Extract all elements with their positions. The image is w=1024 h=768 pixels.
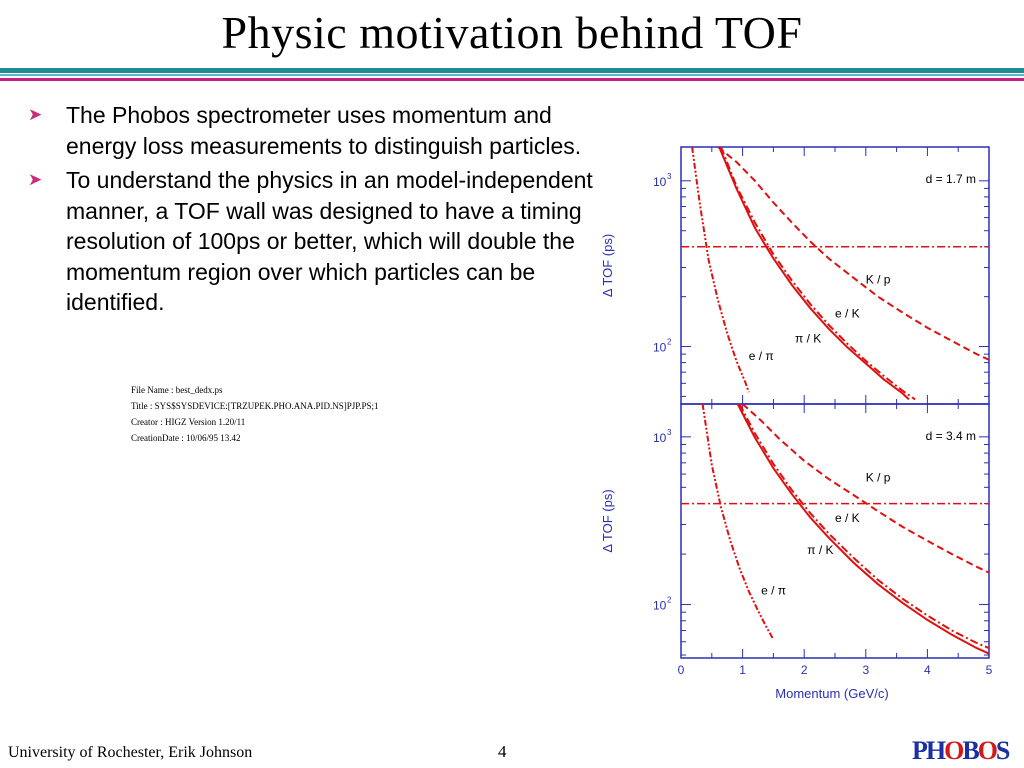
series-line-solid xyxy=(736,404,989,655)
curve-label: K / p xyxy=(866,273,891,287)
ps-file-name: File Name : best_dedx.ps xyxy=(131,385,223,395)
y-tick-exponent: 2 xyxy=(667,596,672,605)
series-line-dash xyxy=(741,404,989,574)
panel-annotation: d = 3.4 m xyxy=(926,429,976,443)
curve-label: π / K xyxy=(795,331,821,345)
x-tick-label: 4 xyxy=(924,663,931,677)
bullet-item: ➤ To understand the physics in an model-… xyxy=(28,165,608,318)
y-axis-label: Δ TOF (ps) xyxy=(600,234,615,297)
series-line-dashdotdot xyxy=(701,404,775,640)
arrow-bullet-icon: ➤ xyxy=(28,170,43,189)
arrow-bullet-icon: ➤ xyxy=(28,105,43,124)
series-line-dashdotdot xyxy=(691,147,750,393)
series-line-dashdot xyxy=(738,404,989,650)
y-tick-label: 10 xyxy=(653,431,667,445)
series-line-dash xyxy=(717,147,989,361)
ps-title: Title : SYS$SYSDEVICE:[TRZUPEK.PHO.ANA.P… xyxy=(131,401,379,411)
curve-label: π / K xyxy=(807,543,833,557)
x-tick-label: 5 xyxy=(986,663,993,677)
y-tick-label: 10 xyxy=(653,175,667,189)
title-rule-magenta xyxy=(0,78,1024,81)
y-tick-label: 10 xyxy=(653,599,667,613)
title-rule-teal xyxy=(0,68,1024,73)
x-tick-label: 0 xyxy=(678,663,685,677)
y-axis-label: Δ TOF (ps) xyxy=(600,489,615,552)
y-tick-label: 10 xyxy=(653,341,667,355)
series-line-solid xyxy=(718,147,910,401)
curve-label: e / K xyxy=(835,511,860,525)
footer-affiliation: University of Rochester, Erik Johnson xyxy=(8,744,253,761)
curve-label: e / π xyxy=(749,349,774,363)
y-tick-exponent: 3 xyxy=(667,428,672,437)
slide-title: Physic motivation behind TOF xyxy=(221,7,803,58)
panel-annotation: d = 1.7 m xyxy=(926,172,976,186)
phobos-logo: PHOBOS xyxy=(912,736,1010,765)
series-line-dashdot xyxy=(720,147,916,401)
bullet-text: The Phobos spectrometer uses momentum an… xyxy=(66,102,582,159)
bullet-text: To understand the physics in an model-in… xyxy=(66,167,593,315)
ps-creation-date: CreationDate : 10/06/95 13.42 xyxy=(131,433,241,443)
x-axis-label: Momentum (GeV/c) xyxy=(775,686,888,701)
title-rule-cyan xyxy=(0,74,1024,76)
bullet-list: ➤ The Phobos spectrometer uses momentum … xyxy=(28,100,608,322)
curve-label: K / p xyxy=(866,471,891,485)
curve-label: e / K xyxy=(835,306,860,320)
x-tick-label: 3 xyxy=(862,663,869,677)
x-tick-label: 1 xyxy=(739,663,746,677)
y-tick-exponent: 3 xyxy=(667,172,672,181)
postscript-info: File Name : best_dedx.ps Title : SYS$SYS… xyxy=(131,382,378,446)
tof-chart: 10 210 3Δ TOF (ps)d = 1.7 mK / pe / Kπ / K… xyxy=(600,146,993,701)
ps-creator: Creator : HIGZ Version 1.20/11 xyxy=(131,417,246,427)
curve-label: e / π xyxy=(761,583,786,597)
page-number: 4 xyxy=(498,742,507,761)
bullet-item: ➤ The Phobos spectrometer uses momentum … xyxy=(28,100,608,161)
y-tick-exponent: 2 xyxy=(667,338,672,347)
x-tick-label: 2 xyxy=(801,663,808,677)
